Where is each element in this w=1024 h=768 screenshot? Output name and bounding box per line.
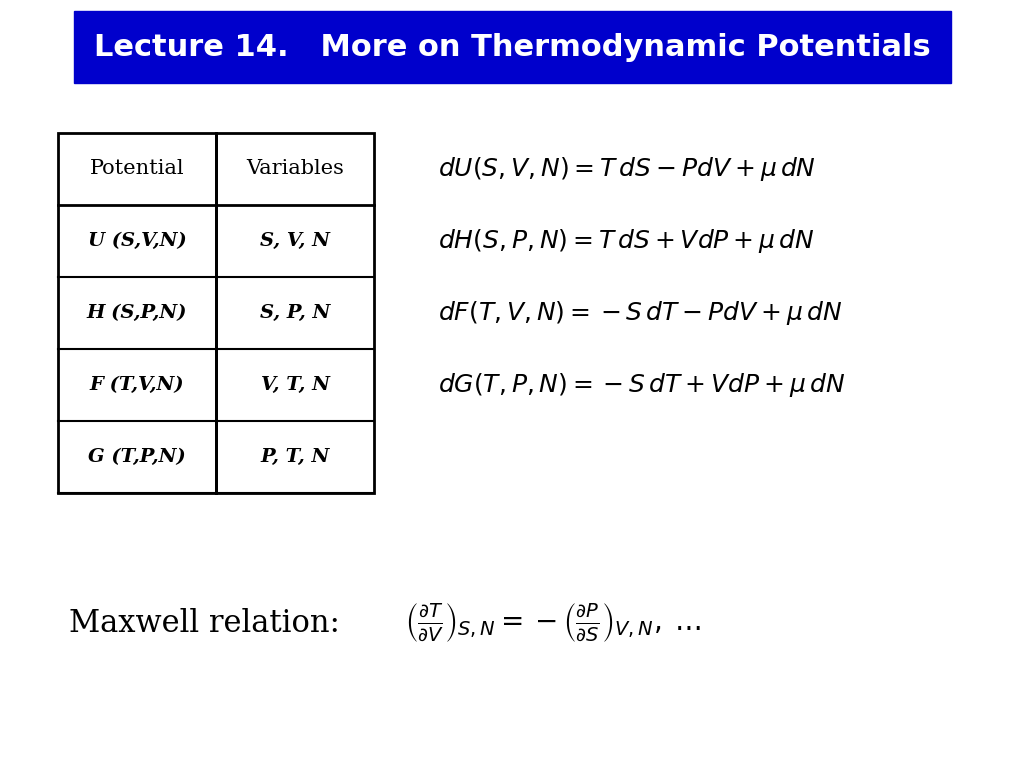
Text: Lecture 14.   More on Thermodynamic Potentials: Lecture 14. More on Thermodynamic Potent… (93, 32, 931, 61)
Text: S, P, N: S, P, N (260, 304, 330, 322)
Text: $dG(T,P,N) = -S\,dT + VdP + \mu\,dN$: $dG(T,P,N) = -S\,dT + VdP + \mu\,dN$ (438, 371, 846, 399)
Text: F (T,V,N): F (T,V,N) (90, 376, 184, 394)
Text: $dU(S,V,N) = T\,dS - PdV + \mu\,dN$: $dU(S,V,N) = T\,dS - PdV + \mu\,dN$ (438, 155, 816, 183)
FancyBboxPatch shape (75, 11, 950, 83)
Text: $dF(T,V,N) = -S\,dT - PdV + \mu\,dN$: $dF(T,V,N) = -S\,dT - PdV + \mu\,dN$ (438, 299, 843, 327)
Text: G (T,P,N): G (T,P,N) (88, 448, 186, 466)
Text: H (S,P,N): H (S,P,N) (87, 304, 187, 322)
Text: P, T, N: P, T, N (260, 448, 330, 466)
Text: Potential: Potential (90, 160, 184, 178)
Text: U (S,V,N): U (S,V,N) (88, 232, 186, 250)
Text: Maxwell relation:: Maxwell relation: (70, 607, 340, 638)
Bar (58, 133, 374, 493)
Text: $\left(\frac{\partial T}{\partial V}\right)_{S,N} = -\left(\frac{\partial P}{\pa: $\left(\frac{\partial T}{\partial V}\rig… (404, 601, 701, 644)
Text: $dH(S,P,N) = T\,dS + VdP + \mu\,dN$: $dH(S,P,N) = T\,dS + VdP + \mu\,dN$ (438, 227, 815, 255)
Text: V, T, N: V, T, N (260, 376, 330, 394)
Text: S, V, N: S, V, N (260, 232, 330, 250)
Text: Variables: Variables (246, 160, 344, 178)
